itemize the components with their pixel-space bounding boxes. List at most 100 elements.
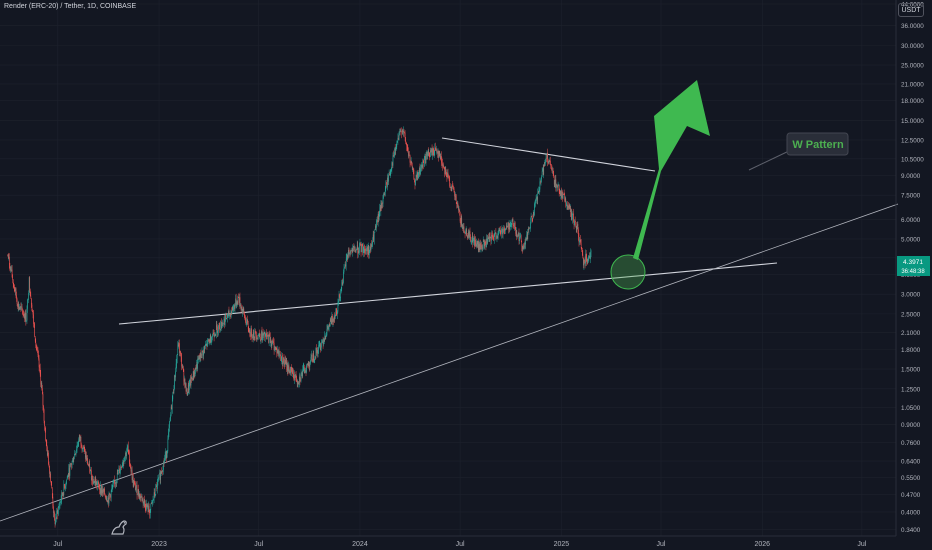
- candle: [319, 340, 321, 349]
- candle-body: [524, 242, 525, 248]
- candle: [152, 495, 154, 505]
- candle-body: [384, 188, 386, 195]
- candle-body: [290, 367, 292, 368]
- candle-body: [552, 170, 553, 171]
- candle-body: [125, 452, 126, 457]
- candle-body: [514, 222, 516, 230]
- candle: [295, 373, 296, 378]
- candle: [323, 338, 325, 343]
- candle-body: [305, 370, 306, 373]
- candle: [121, 466, 122, 471]
- candle-body: [551, 168, 552, 169]
- candle: [347, 252, 349, 260]
- currency-button[interactable]: USDT: [898, 3, 924, 17]
- candle-body: [415, 179, 416, 185]
- candle-body: [124, 456, 126, 462]
- candle-body: [416, 174, 417, 178]
- candle: [484, 239, 486, 250]
- candle: [209, 338, 210, 344]
- candle: [403, 128, 405, 138]
- candle-body: [395, 148, 397, 151]
- candle-body: [312, 360, 313, 362]
- candle-body: [256, 335, 257, 340]
- time-axis[interactable]: Jul 2023 Jul 2024 Jul 2025 Jul 2026 Jul: [0, 535, 896, 548]
- candle: [552, 167, 553, 174]
- candle: [170, 404, 172, 417]
- candle-body: [53, 512, 55, 513]
- candle-body: [544, 165, 545, 166]
- candle-body: [83, 447, 85, 450]
- candle: [165, 450, 167, 463]
- candle: [284, 358, 285, 370]
- candle: [345, 253, 347, 271]
- candle-body: [387, 177, 388, 187]
- candle: [366, 245, 367, 255]
- candle-body: [332, 315, 333, 323]
- candle-body: [126, 446, 128, 453]
- bullish-arrow-icon[interactable]: [633, 80, 710, 260]
- candle-body: [540, 181, 541, 183]
- candle-body: [366, 247, 368, 249]
- candle: [424, 153, 426, 161]
- candle: [171, 395, 173, 414]
- candle-body: [414, 182, 416, 185]
- candle-body: [482, 248, 483, 249]
- candle: [448, 174, 449, 178]
- candle-body: [467, 236, 469, 237]
- candle: [273, 338, 275, 355]
- candle: [67, 472, 69, 480]
- candle-body: [29, 277, 31, 291]
- candle-body: [419, 167, 420, 174]
- candle: [459, 208, 460, 216]
- descending-resistance-trendline[interactable]: [441, 137, 656, 172]
- candle: [223, 323, 224, 327]
- candle-body: [56, 510, 58, 512]
- candle-body: [56, 510, 57, 519]
- symbol-title[interactable]: Render (ERC-20) / Tether, 1D, COINBASE: [4, 3, 137, 10]
- candle-body: [192, 371, 194, 381]
- candle-body: [36, 346, 38, 350]
- candle: [269, 332, 271, 344]
- candle-body: [335, 311, 337, 316]
- candle-body: [161, 471, 163, 474]
- candle: [328, 323, 330, 332]
- candle: [279, 350, 280, 358]
- candle: [387, 173, 388, 191]
- candle-body: [109, 493, 110, 495]
- candle-body: [406, 143, 408, 147]
- candle-body: [389, 174, 390, 175]
- candle-body: [139, 493, 141, 498]
- candle: [296, 380, 298, 388]
- candle-body: [359, 245, 360, 253]
- w-pattern-callout-box[interactable]: [786, 132, 849, 156]
- candle: [497, 230, 499, 240]
- candle: [92, 474, 93, 487]
- candle: [571, 208, 573, 221]
- candle: [433, 148, 434, 157]
- candle: [321, 339, 323, 343]
- candle-body: [58, 506, 60, 508]
- candle-body: [372, 234, 374, 241]
- candle-body: [234, 305, 235, 309]
- candle: [235, 293, 237, 308]
- candle: [113, 479, 114, 488]
- candle-body: [189, 383, 190, 391]
- long-term-rising-trendline[interactable]: [0, 203, 899, 522]
- candle-body: [533, 212, 534, 219]
- candle-body: [484, 241, 485, 247]
- candle-body: [323, 339, 324, 345]
- highlight-circle-marker[interactable]: [610, 254, 646, 290]
- candle-body: [558, 185, 559, 186]
- candle: [233, 304, 235, 312]
- candle-body: [468, 231, 470, 238]
- candle: [91, 466, 92, 485]
- drawing-annotations[interactable]: W Pattern: [610, 80, 849, 290]
- candle: [230, 310, 232, 319]
- candle-body: [311, 354, 313, 361]
- candle: [371, 242, 373, 249]
- candle: [146, 502, 148, 508]
- candle-body: [251, 328, 252, 337]
- candle-body: [89, 463, 91, 473]
